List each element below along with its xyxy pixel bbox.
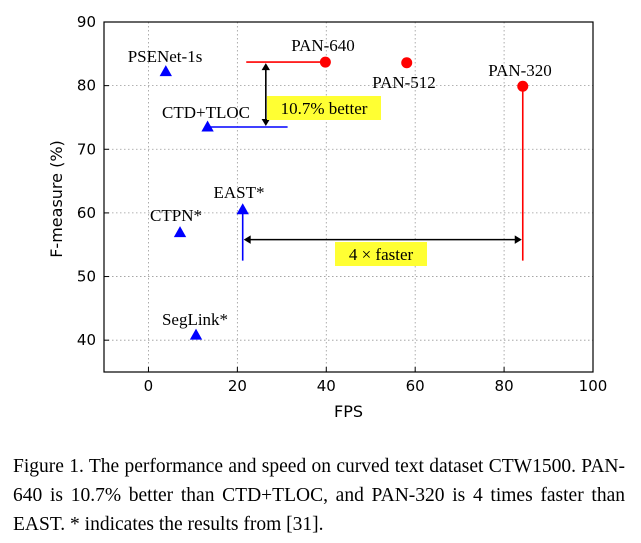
better-note-text: 10.7% better — [281, 99, 368, 118]
triangle-marker — [173, 226, 187, 238]
y-tick-label: 50 — [77, 268, 96, 286]
annotations-layer: 10.7% better 4 × faster — [243, 63, 522, 266]
data-markers — [159, 56, 529, 340]
point-label: EAST* — [214, 183, 265, 202]
x-tick-label: 60 — [406, 377, 425, 395]
x-tick-label: 100 — [579, 377, 608, 395]
better-arrow-head-down — [261, 119, 271, 126]
y-tick-label: 40 — [77, 331, 96, 349]
x-axis-title: FPS — [334, 402, 363, 421]
point-label: CTD+TLOC — [162, 103, 250, 122]
faster-arrow-head-right — [514, 235, 522, 244]
x-tick-label: 80 — [495, 377, 514, 395]
circle-marker — [401, 57, 413, 69]
x-tick-label: 20 — [228, 377, 247, 395]
axes-layer: 0 20 40 60 80 100 40 50 60 70 80 90 FPS F-measure (%) — [47, 13, 607, 421]
faster-note-highlight — [335, 242, 427, 266]
circle-marker — [517, 80, 529, 92]
triangle-marker — [201, 120, 214, 132]
circle-marker — [319, 56, 331, 68]
triangle-marker — [189, 328, 203, 340]
better-arrow-head-up — [261, 63, 271, 71]
y-axis-title: F-measure (%) — [47, 140, 66, 258]
y-tick-label: 90 — [77, 13, 96, 31]
triangle-marker — [159, 65, 172, 77]
point-label: PAN-512 — [372, 73, 436, 92]
y-tick-label: 60 — [77, 204, 96, 222]
point-label: PSENet-1s — [128, 47, 203, 66]
plot-frame — [103, 21, 594, 373]
y-tick-label: 70 — [77, 140, 96, 158]
x-tick-label: 40 — [317, 377, 336, 395]
triangle-marker — [236, 203, 249, 215]
better-note-highlight — [267, 96, 381, 120]
reference-lines — [207, 61, 524, 261]
x-tick-label: 0 — [144, 377, 154, 395]
point-labels: PSENet-1s CTD+TLOC EAST* CTPN* SegLink* PAN-6… — [128, 36, 552, 329]
figure-caption: Figure 1. The performance and speed on c… — [13, 456, 625, 535]
point-label: CTPN* — [150, 206, 202, 225]
faster-note-text: 4 × faster — [349, 245, 414, 264]
y-tick-label: 80 — [77, 77, 96, 95]
point-label: PAN-320 — [488, 61, 552, 80]
faster-arrow-head-left — [243, 235, 251, 244]
point-label: SegLink* — [162, 310, 228, 329]
point-label: PAN-640 — [291, 36, 355, 55]
scatter-chart: 10.7% better 4 × faster 0 20 40 60 80 100 40 50 6… — [47, 13, 607, 421]
